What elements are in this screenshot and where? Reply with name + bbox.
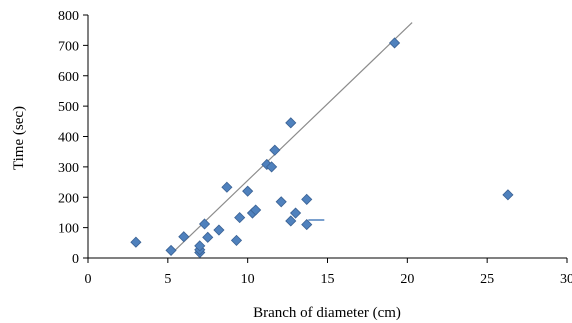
data-point-1-25 (388, 37, 401, 49)
x-tick-label-5: 5 (164, 272, 171, 287)
axes (83, 14, 568, 263)
y-tick-label-100: 100 (58, 222, 79, 237)
y-tick-label-700: 700 (58, 39, 79, 54)
data-point-1-7 (198, 218, 211, 230)
y-tick-label-500: 500 (58, 100, 79, 115)
y-tick-label-800: 800 (58, 9, 79, 24)
data-point-1-15 (250, 204, 262, 216)
x-tick-label-20: 20 (400, 272, 414, 287)
data-point-1-22 (290, 207, 302, 219)
data-point-1-18 (269, 144, 281, 156)
x-tick-label-30: 30 (560, 272, 572, 287)
data-point-1-10 (221, 181, 233, 193)
x-tick-label-10: 10 (241, 272, 255, 287)
y-tick-label-600: 600 (58, 70, 79, 85)
data-point-1-21 (285, 215, 297, 227)
y-tick-label-200: 200 (58, 191, 79, 206)
tick-labels: 0 100 200 300 400 500 600 700 800 0 5 10 15 20 25 30 (58, 9, 572, 287)
data-point-1-6 (194, 240, 206, 252)
data-point-1-3 (178, 231, 190, 243)
x-tick-label-25: 25 (480, 272, 494, 287)
x-tick-label-0: 0 (85, 272, 92, 287)
x-axis-title: Branch of diameter (cm) (253, 305, 401, 321)
data-point-1-13 (242, 185, 254, 197)
data-point-1-17 (266, 161, 278, 173)
data-point-1-20 (285, 117, 297, 129)
data-point-1-11 (230, 234, 243, 246)
y-axis-title: Time (sec) (11, 106, 27, 170)
x-tick-label-15: 15 (321, 272, 335, 287)
data-point-1-1 (130, 236, 142, 248)
y-tick-label-300: 300 (58, 161, 79, 176)
data-point-1-26 (502, 189, 514, 201)
data-point-1-9 (213, 224, 225, 236)
data-point-1-2 (165, 244, 177, 256)
data-point-1-8 (202, 231, 214, 243)
data-point-1-19 (275, 196, 287, 208)
data-point-1-12 (234, 212, 246, 224)
y-tick-label-0: 0 (72, 252, 79, 267)
data-point-1-24 (301, 219, 313, 231)
trendline (172, 22, 413, 253)
y-tick-label-400: 400 (58, 131, 79, 146)
data-marks (130, 22, 514, 259)
data-point-1-23 (301, 193, 313, 205)
